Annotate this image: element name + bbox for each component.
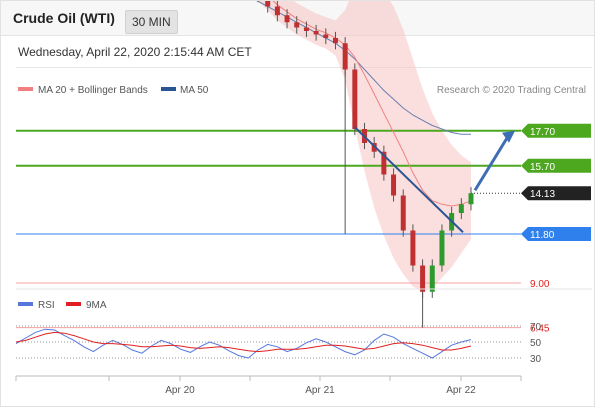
bollinger-band: [257, 1, 471, 292]
instrument-title: Crude Oil (WTI): [13, 10, 115, 26]
level-tag-pivot: 11.80: [521, 227, 591, 241]
candle-body: [294, 22, 300, 28]
x-tick-label: Apr 20: [165, 385, 195, 396]
level-tag-resistance: 15.70: [521, 158, 591, 173]
ma20-line: [272, 1, 472, 207]
legend-label-9ma: 9MA: [86, 300, 107, 311]
level-tag-last-price: 14.13: [521, 186, 591, 201]
legend-swatch-9ma: [66, 302, 81, 306]
legend-swatch-ma50: [161, 87, 176, 91]
level-label: 17.70: [530, 127, 555, 138]
rsi-line: [15, 328, 472, 359]
legend-label-ma50: MA 50: [180, 85, 209, 96]
candle-body: [265, 1, 271, 7]
datetime-stamp: Wednesday, April 22, 2020 2:15:44 AM CET: [18, 45, 252, 59]
rsi-tick-label: 50: [530, 338, 542, 349]
x-tick-label: Apr 21: [305, 385, 335, 396]
candle-body: [313, 31, 319, 35]
legend-label-ma20: MA 20 + Bollinger Bands: [38, 85, 148, 96]
level-label: 15.70: [530, 162, 555, 173]
candle-body: [274, 6, 280, 16]
level-tag-resistance: 17.70: [521, 123, 591, 138]
timeframe-badge[interactable]: 30 MIN: [125, 10, 178, 34]
candle-body: [468, 193, 474, 205]
candle-body: [303, 27, 309, 31]
rsi-tick-label: 30: [530, 354, 542, 365]
candle-body: [410, 230, 416, 266]
header-divider: [16, 67, 592, 68]
level-label: 9.00: [530, 279, 550, 290]
candle-body: [323, 34, 329, 38]
candle-body: [284, 15, 290, 23]
candle-body: [352, 69, 358, 129]
projection-arrow-head: [502, 130, 515, 143]
candle-body: [439, 230, 445, 266]
rsi-tick-label: 70: [530, 322, 542, 333]
legend-label-rsi: RSI: [38, 300, 55, 311]
level-label: 11.80: [530, 230, 555, 241]
x-tick-label: Apr 22: [446, 385, 476, 396]
candle-body: [381, 151, 387, 175]
candle-body: [429, 265, 435, 292]
downtrend-line: [354, 126, 464, 233]
ma50-line: [256, 1, 471, 135]
research-credit: Research © 2020 Trading Central: [437, 85, 586, 96]
candle-body: [420, 265, 426, 292]
candle-body: [391, 174, 397, 196]
candle-body: [458, 204, 464, 213]
legend-swatch-rsi: [18, 302, 33, 306]
level-label: 14.13: [530, 189, 555, 200]
legend-swatch-ma20: [18, 87, 33, 91]
rsi-9ma-line: [15, 331, 472, 353]
level-label: 6.45: [530, 324, 550, 335]
candle-body: [400, 195, 406, 231]
candle-body: [332, 38, 338, 44]
projection-arrow-shaft: [473, 133, 511, 192]
candle-body: [342, 43, 348, 70]
